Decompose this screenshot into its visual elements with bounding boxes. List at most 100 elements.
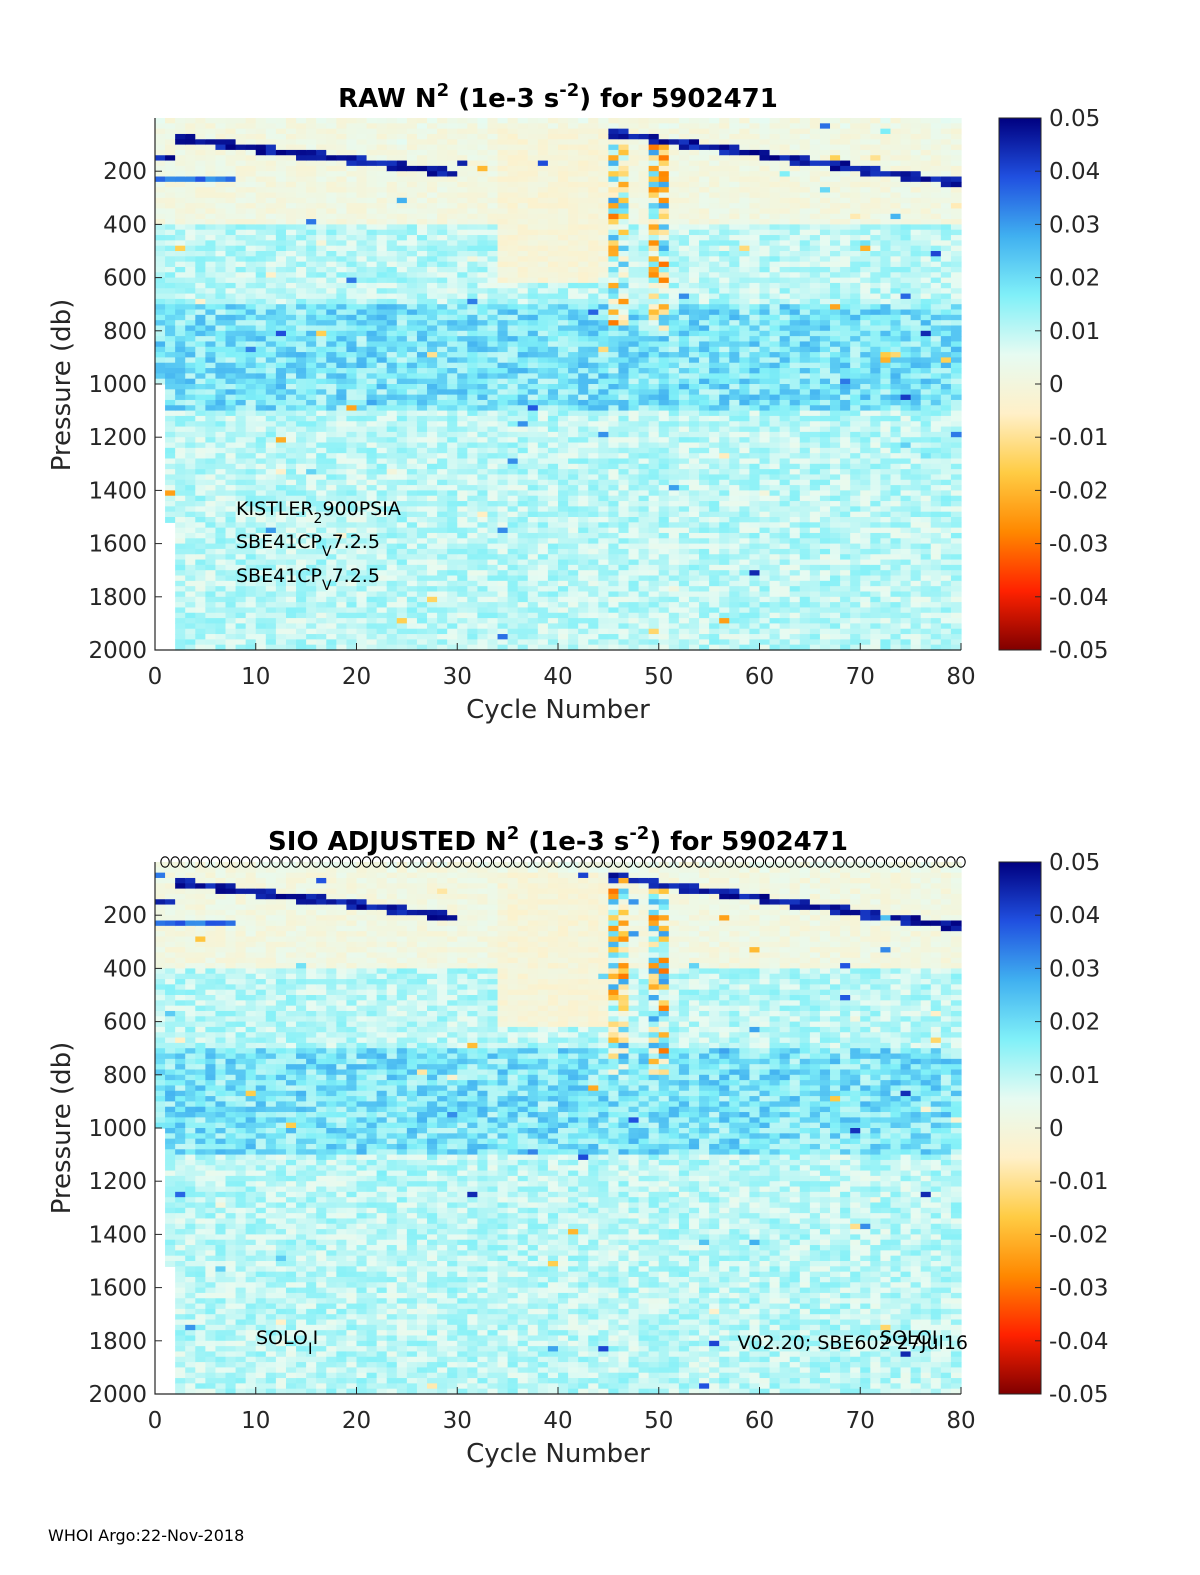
heatmap-cell	[517, 623, 529, 630]
heatmap-cell	[376, 442, 388, 449]
heatmap-cell	[366, 612, 378, 619]
heatmap-cell	[547, 197, 559, 204]
heatmap-cell	[205, 346, 217, 353]
heatmap-cell	[497, 346, 509, 353]
heatmap-cell	[598, 564, 609, 571]
heatmap-cell	[547, 463, 559, 470]
heatmap-cell	[427, 469, 438, 476]
heatmap-cell	[558, 415, 569, 422]
heatmap-cell	[608, 346, 620, 353]
heatmap-cell	[175, 362, 186, 369]
heatmap-cell	[205, 176, 217, 183]
heatmap-cell	[336, 453, 348, 460]
heatmap-cell	[275, 384, 287, 390]
heatmap-cell	[366, 538, 378, 545]
heatmap-cell	[537, 421, 549, 428]
heatmap-cell	[376, 474, 388, 481]
heatmap-cell	[205, 634, 217, 640]
heatmap-cell	[447, 389, 458, 396]
heatmap-cell	[306, 612, 317, 619]
heatmap-cell	[285, 235, 297, 241]
heatmap-cell	[366, 149, 378, 156]
heatmap-cell	[527, 155, 539, 162]
heatmap-cell	[316, 495, 327, 502]
heatmap-cell	[175, 618, 186, 624]
heatmap-cell	[467, 261, 478, 268]
heatmap-cell	[628, 580, 640, 587]
heatmap-cell	[195, 266, 206, 273]
heatmap-cell	[175, 437, 186, 444]
heatmap-cell	[467, 197, 478, 204]
heatmap-cell	[306, 501, 317, 507]
heatmap-cell	[527, 463, 539, 470]
heatmap-cell	[618, 554, 630, 561]
heatmap-cell	[507, 554, 519, 561]
heatmap-cell	[255, 426, 267, 433]
heatmap-cell	[497, 149, 509, 156]
heatmap-cell	[527, 171, 539, 178]
heatmap-cell	[386, 325, 398, 332]
heatmap-cell	[588, 171, 599, 178]
heatmap-cell	[195, 176, 206, 183]
heatmap-cell	[406, 378, 418, 385]
heatmap-cell	[296, 160, 307, 167]
heatmap-cell	[598, 415, 609, 422]
heatmap-cell	[366, 165, 378, 172]
heatmap-cell	[416, 586, 428, 593]
heatmap-cell	[306, 458, 317, 465]
heatmap-cell	[517, 118, 529, 124]
heatmap-cell	[316, 394, 327, 401]
heatmap-cell	[558, 410, 569, 417]
heatmap-cell	[265, 570, 277, 577]
heatmap-cell	[356, 187, 368, 194]
heatmap-cell	[608, 580, 620, 587]
heatmap-cell	[175, 235, 186, 241]
heatmap-cell	[195, 256, 206, 263]
heatmap-cell	[658, 431, 670, 438]
heatmap-cell	[527, 644, 539, 651]
heatmap-cell	[296, 399, 307, 406]
heatmap-cell	[588, 314, 599, 321]
heatmap-cell	[215, 431, 227, 438]
heatmap-cell	[205, 527, 217, 534]
heatmap-cell	[326, 181, 337, 188]
heatmap-cell	[447, 229, 458, 236]
heatmap-cell	[558, 442, 569, 449]
heatmap-cell	[356, 522, 368, 529]
heatmap-cell	[598, 197, 609, 204]
heatmap-cell	[487, 272, 499, 279]
heatmap-cell	[245, 352, 257, 358]
heatmap-cell	[326, 309, 337, 316]
heatmap-cell	[386, 288, 398, 295]
heatmap-cell	[195, 591, 206, 598]
heatmap-cell	[406, 245, 418, 252]
heatmap-cell	[386, 208, 398, 215]
heatmap-cell	[628, 181, 640, 188]
heatmap-cell	[628, 527, 640, 534]
heatmap-cell	[205, 538, 217, 545]
heatmap-cell	[225, 607, 237, 614]
heatmap-cell	[175, 394, 186, 401]
heatmap-cell	[185, 421, 196, 428]
heatmap-cell	[477, 272, 489, 279]
heatmap-cell	[578, 245, 589, 252]
heatmap-cell	[447, 644, 458, 651]
heatmap-cell	[416, 548, 428, 555]
heatmap-cell	[648, 479, 660, 486]
heatmap-cell	[578, 469, 589, 476]
heatmap-cell	[306, 394, 317, 401]
heatmap-cell	[255, 399, 267, 406]
heatmap-cell	[437, 298, 448, 305]
heatmap-cell	[155, 171, 166, 178]
heatmap-cell	[406, 474, 418, 481]
heatmap-cell	[447, 548, 458, 555]
heatmap-cell	[467, 634, 478, 640]
heatmap-cell	[265, 639, 277, 646]
heatmap-cell	[336, 229, 348, 236]
heatmap-cell	[215, 304, 227, 311]
heatmap-cell	[537, 118, 549, 124]
heatmap-cell	[568, 352, 579, 358]
heatmap-cell	[588, 384, 599, 390]
heatmap-cell	[507, 325, 519, 332]
heatmap-cell	[275, 506, 287, 513]
